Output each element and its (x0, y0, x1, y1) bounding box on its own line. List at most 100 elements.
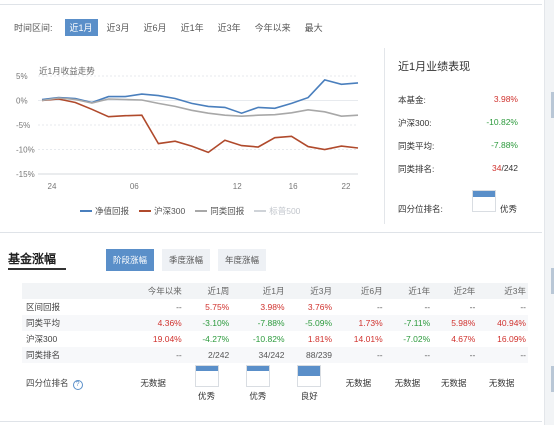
table-cell: -- (424, 302, 431, 312)
page-scrollbar[interactable] (544, 0, 554, 425)
performance-row: 同类排名: 34/242 (398, 163, 518, 175)
table-cell: 5.98% (432, 315, 478, 331)
quartile-text: 无数据 (140, 378, 166, 388)
range-option[interactable]: 近3年 (217, 23, 241, 33)
row-label: 同类排名 (22, 347, 125, 363)
table-row: 同类排名 -- 2/242 34/242 88/239 -- -- -- -- (22, 347, 528, 363)
legend-item[interactable]: 标普500 (254, 205, 300, 217)
range-option[interactable]: 近3月 (106, 23, 130, 33)
quartile-text: 优秀 (197, 390, 215, 401)
table-header-cell: 近1周 (183, 283, 232, 299)
returns-table: 今年以来 近1周 近1月 近3月 近6月 近1年 近2年 近3年 区间回报 -- 5.75% 3.9… (22, 283, 528, 403)
legend-label: 同类回报 (210, 206, 245, 216)
quartile-cell: 优秀 (184, 363, 232, 403)
table-cell: 40.94% (477, 315, 528, 331)
performance-label: 沪深300: (398, 118, 432, 128)
chart-title: 近1月收益走势 (39, 66, 95, 76)
quartile-cell: 无数据 (477, 363, 528, 403)
x-tick-label: 24 (48, 182, 57, 191)
section-divider (0, 232, 542, 233)
table-cell: 1.73% (334, 315, 385, 331)
legend-swatch (80, 210, 92, 212)
section-tab[interactable]: 年度涨幅 (218, 249, 267, 271)
help-icon[interactable]: ? (72, 379, 83, 390)
table-cell: 2/242 (183, 347, 232, 363)
performance-label: 同类排名: (398, 164, 435, 174)
legend-swatch (254, 210, 267, 212)
performance-label: 同类平均: (398, 141, 435, 151)
table-cell: -- (124, 347, 184, 363)
returns-table-wrap: 今年以来 近1周 近1月 近3月 近6月 近1年 近2年 近3年 区间回报 -- 5.75% 3.9… (22, 283, 528, 403)
x-tick-label: 16 (289, 182, 298, 191)
table-cell: 34/242 (231, 347, 287, 363)
table-cell: -5.09% (286, 315, 335, 331)
legend-item[interactable]: 净值回报 (80, 205, 129, 217)
quartile-cell-content: 优秀 (194, 364, 219, 402)
quartile-fill (246, 365, 269, 371)
series-line (41, 97, 359, 118)
quartile-box (194, 364, 219, 387)
performance-panel (384, 48, 532, 224)
time-range-selector: 时间区间: 近1月 近3月 近6月 近1年 近3年 今年以来 最大 (14, 19, 328, 36)
legend-label: 标普500 (269, 206, 301, 216)
x-tick-label: 06 (130, 182, 139, 191)
table-cell: 5.75% (205, 302, 230, 312)
x-tick-label: 22 (342, 182, 351, 191)
table-cell: 4.67% (451, 334, 476, 344)
quartile-cell: 优秀 (231, 363, 286, 403)
legend-item[interactable]: 沪深300 (139, 205, 185, 217)
legend-swatch (195, 210, 208, 212)
range-option[interactable]: 近1月 (64, 19, 98, 36)
quartile-cell: 无数据 (432, 363, 477, 403)
bottom-divider (0, 421, 542, 422)
quartile-cell-content: 无数据 (489, 377, 515, 389)
quartile-text: 无数据 (345, 378, 372, 388)
quartile-cell-content: 无数据 (395, 377, 421, 389)
table-header-cell: 今年以来 (124, 283, 184, 299)
quartile-cell: 无数据 (334, 363, 385, 403)
table-cell: -7.02% (403, 334, 431, 344)
table-cell: 1.81% (307, 334, 333, 344)
table-header-cell: 近6月 (334, 283, 385, 299)
section-title-underline (8, 268, 66, 270)
table-cell: -- (477, 347, 528, 363)
range-option[interactable]: 今年以来 (254, 23, 291, 33)
quartile-label: 四分位排名: (398, 204, 443, 214)
performance-value: 3.98% (493, 94, 518, 104)
scroll-marker (551, 268, 554, 294)
quartile-text: 良好 (300, 390, 318, 401)
table-header-cell: 近3年 (477, 283, 528, 299)
legend-item[interactable]: 同类回报 (195, 205, 244, 217)
table-cell: -3.10% (183, 315, 232, 331)
rank-total: /242 (501, 163, 518, 173)
table-header-cell: 近1年 (384, 283, 433, 299)
table-cell: 19.04% (152, 334, 182, 344)
table-cell: -10.82% (252, 334, 285, 344)
chart-legend: 净值回报 沪深300 同类回报 标普500 (80, 205, 300, 217)
performance-row: 沪深300: -10.82% (398, 117, 518, 129)
performance-label: 本基金: (398, 95, 426, 105)
table-row: 同类平均 4.36% -3.10% -7.88% -5.09% 1.73% -7.11% 5.… (22, 315, 528, 331)
series-line (41, 98, 359, 154)
range-option[interactable]: 近1年 (180, 23, 204, 33)
table-cell: 88/239 (286, 347, 335, 363)
performance-value: -7.88% (491, 140, 518, 150)
return-trend-chart: 5% 0% -5% -10% -15% 24 06 12 16 22 (16, 72, 359, 191)
table-header-cell: 近2年 (432, 283, 478, 299)
range-option[interactable]: 近6月 (143, 23, 167, 33)
table-cell: 16.09% (497, 334, 526, 344)
section-tab[interactable]: 阶段涨幅 (106, 249, 155, 271)
table-cell: -4.27% (202, 334, 230, 344)
x-tick-label: 12 (233, 182, 242, 191)
section-tab[interactable]: 季度涨幅 (162, 249, 211, 271)
quartile-cell-content: 无数据 (441, 377, 467, 389)
table-cell: -- (432, 347, 478, 363)
range-option[interactable]: 最大 (304, 23, 323, 33)
quartile-fill (195, 365, 218, 371)
section-tabs: 阶段涨幅 季度涨幅 年度涨幅 (106, 249, 267, 271)
performance-value: 34/242 (492, 163, 518, 175)
performance-row: 同类平均: -7.88% (398, 140, 518, 152)
table-cell: -- (334, 347, 385, 363)
table-cell: -- (176, 302, 182, 312)
y-tick-label: -10% (16, 146, 35, 155)
